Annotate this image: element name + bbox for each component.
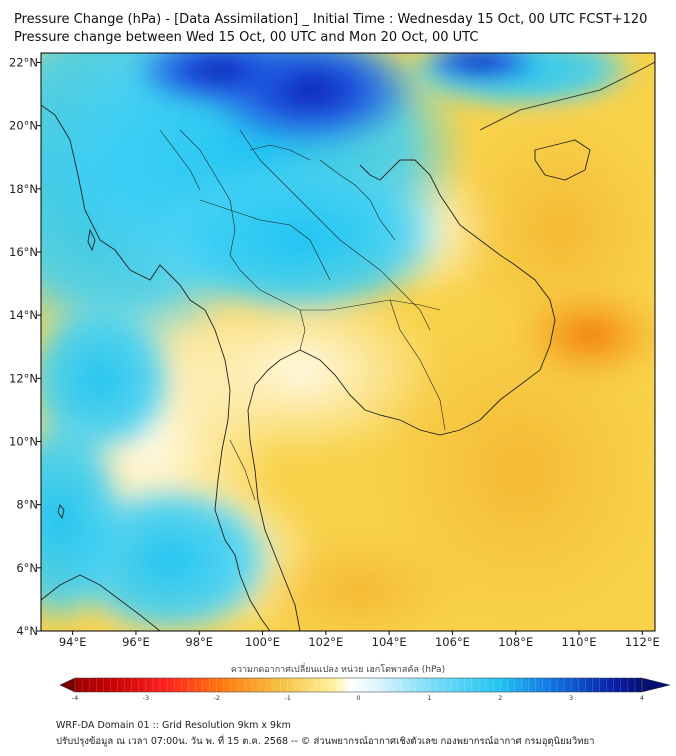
longitude-axis: 94°E 96°E 98°E 100°E 102°E 104°E 106°E 108°E 110… [59, 631, 660, 649]
lon-tick-label: 98°E [185, 635, 213, 649]
colorbar-tick-label: 3 [569, 694, 573, 702]
coastlines [41, 61, 655, 631]
map-title: Pressure Change (hPa) - [Data Assimilati… [14, 12, 648, 27]
lon-tick-label: 94°E [59, 635, 87, 649]
colorbar-left-extend [59, 677, 643, 693]
map-subtitle: Pressure change between Wed 15 Oct, 00 U… [14, 30, 479, 45]
lon-tick-label: 96°E [122, 635, 150, 649]
lat-tick-label: 4°N [16, 624, 38, 638]
colorbar-left-arrow [59, 677, 76, 693]
lon-tick-label: 100°E [245, 635, 280, 649]
lat-tick-label: 6°N [16, 561, 38, 575]
colorbar: -4 -3 -2 -1 0 1 2 3 4 [59, 677, 671, 702]
lon-tick-label: 110°E [562, 635, 597, 649]
lon-tick-label: 108°E [498, 635, 533, 649]
lat-tick-label: 10°N [9, 434, 38, 448]
colorbar-title: ความกดอากาศเปลี่ยนแปลง หน่วย เฮกโตพาสคัล… [230, 665, 446, 675]
borders [159, 129, 446, 501]
latitude-axis: 22°N 20°N 18°N 16°N 14°N 12°N 10°N 8°N 6°N 4°N [9, 55, 41, 638]
colorbar-tick-label: 4 [640, 694, 644, 702]
colorbar-tick-label: 2 [498, 694, 502, 702]
lon-tick-label: 112°E [625, 635, 660, 649]
colorbar-tick-label: 0 [356, 694, 360, 702]
colorbar-tick-label: -3 [143, 694, 149, 702]
model-info: WRF-DA Domain 01 :: Grid Resolution 9km … [56, 720, 291, 731]
lat-tick-label: 20°N [9, 119, 38, 133]
lon-tick-label: 104°E [372, 635, 407, 649]
colorbar-tick-label: -2 [214, 694, 220, 702]
lon-tick-label: 106°E [435, 635, 470, 649]
colorbar-tick-label: 1 [427, 694, 431, 702]
lat-tick-label: 18°N [9, 182, 38, 196]
colorbar-tick-label: -1 [284, 694, 290, 702]
lat-tick-label: 14°N [9, 308, 38, 322]
lat-tick-label: 16°N [9, 245, 38, 259]
update-credit: ปรับปรุงข้อมูล ณ เวลา 07:00น. วัน พ. ที่… [56, 736, 595, 747]
map-frame [40, 52, 656, 632]
lat-tick-label: 8°N [16, 498, 38, 512]
lat-tick-label: 22°N [9, 55, 38, 69]
pressure-field [41, 53, 655, 631]
colorbar-tick-label: -4 [72, 694, 78, 702]
lon-tick-label: 102°E [308, 635, 343, 649]
lat-tick-label: 12°N [9, 371, 38, 385]
colorbar-right-extend [641, 677, 671, 693]
